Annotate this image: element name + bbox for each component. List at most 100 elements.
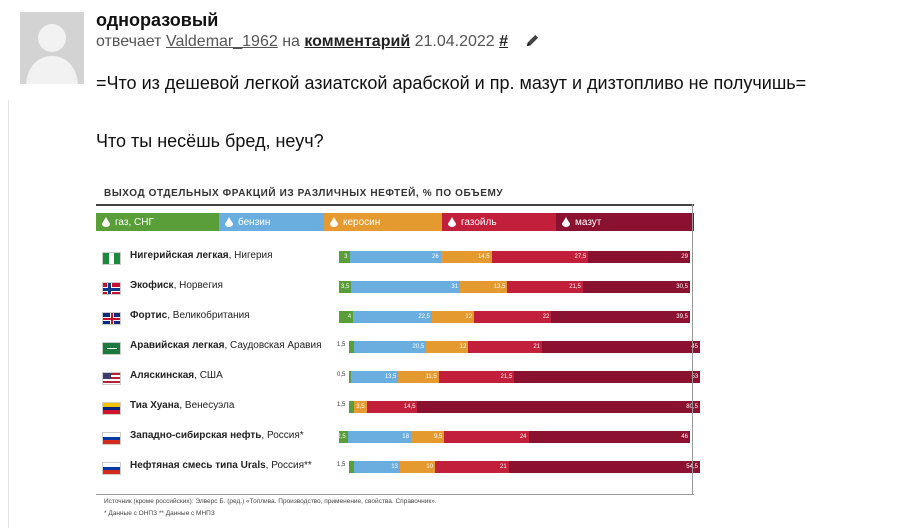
- bar-segment: 3,5: [339, 281, 352, 293]
- bar-segment: 31: [351, 281, 461, 293]
- crude-name: Нигерийская легкая: [130, 250, 229, 261]
- data-label: 1,5: [337, 342, 346, 348]
- droplet-icon: [330, 217, 338, 227]
- bar-segment: 3: [339, 251, 350, 263]
- legend-label: газ, СНГ: [115, 216, 154, 228]
- flag-saudi-icon: [102, 342, 121, 355]
- bar-segment: 21,5: [507, 281, 583, 293]
- chart-row: Аляскинская, США 13,5 11,5 21,5 53 0,5: [96, 368, 701, 398]
- legend-item: газойль: [442, 213, 556, 231]
- bar-segment: 30,5: [582, 281, 690, 293]
- bar-segment: 3,5: [354, 401, 367, 413]
- crude-country: , Россия*: [261, 430, 304, 441]
- bar-segment: 11,5: [398, 371, 439, 383]
- bar-segment: [349, 341, 355, 353]
- bar-segment: 24: [444, 431, 529, 443]
- bar-segment: 9,5: [410, 431, 445, 443]
- comment-link[interactable]: комментарий: [304, 33, 411, 50]
- row-label: Западно-сибирская нефть, Россия*: [130, 430, 304, 441]
- avatar[interactable]: [20, 12, 84, 84]
- chart-legend: газ, СНГ бензин керосин газойль мазут: [96, 213, 694, 231]
- bar-segment: 4: [339, 311, 354, 323]
- stacked-bar: 3,5 31 13,5 21,5 30,5: [339, 281, 690, 293]
- flag-venezuela-icon: [102, 402, 121, 415]
- flag-nigeria-icon: [102, 252, 121, 265]
- row-label: Экофиск, Норвегия: [130, 280, 223, 291]
- droplet-icon: [562, 217, 570, 227]
- crude-country: , Саудовская Аравия: [224, 340, 322, 351]
- stacked-bar: 2,5 18 9,5 24 46: [339, 431, 690, 443]
- bar-segment: 39,5: [551, 311, 690, 323]
- bar-segment: 46: [528, 431, 690, 443]
- crude-country: , США: [194, 370, 223, 381]
- bar-segment: 26: [349, 251, 441, 263]
- chart-footnote: * Данные с ОНПЗ ** Данные с МНПЗ: [104, 510, 215, 517]
- crude-country: , Норвегия: [173, 280, 223, 291]
- row-label: Аляскинская, США: [130, 370, 223, 381]
- bar-segment: 13,5: [351, 371, 399, 383]
- data-label: 0,5: [337, 372, 346, 378]
- bar-segment: 2,5: [339, 431, 348, 443]
- reply-text: Что ты несёшь бред, неуч?: [96, 131, 324, 151]
- bar-segment: 10: [399, 461, 435, 473]
- stacked-bar: 13,5 11,5 21,5 53: [349, 371, 701, 383]
- legend-item: керосин: [324, 213, 442, 231]
- crude-country: , Россия**: [265, 460, 312, 471]
- row-label: Аравийская легкая, Саудовская Аравия: [130, 340, 322, 351]
- crude-name: Аравийская легкая: [130, 340, 225, 351]
- stacked-bar: 3 26 14,5 27,5 29: [339, 251, 690, 263]
- crude-name: Западно-сибирская нефть: [130, 430, 262, 441]
- bar-segment: 14,5: [366, 401, 418, 413]
- crude-name: Экофиск: [130, 280, 174, 291]
- bar-segment: 13: [354, 461, 400, 473]
- chart-source: Источник (кроме российских): Элверс Б. (…: [104, 498, 437, 505]
- chart-row: Нигерийская легкая, Нигерия 3 26 14,5 27,5 29: [96, 248, 694, 278]
- chart-title-rule: [96, 204, 694, 206]
- crude-name: Фортис: [130, 310, 168, 321]
- bar-segment: [349, 371, 351, 383]
- stacked-bar: 3,514,580,5: [349, 401, 700, 413]
- permalink-hash[interactable]: #: [499, 33, 509, 50]
- bar-segment: 20,5: [354, 341, 427, 353]
- chart-row: Фортис, Великобритания 4 22,5 12 22 39,5: [96, 308, 694, 338]
- data-label: 1,5: [337, 462, 346, 468]
- droplet-icon: [448, 217, 456, 227]
- chart-row: Аравийская легкая, Саудовская Аравия 20,5…: [96, 338, 700, 368]
- legend-label: керосин: [343, 216, 381, 228]
- flag-uk-icon: [102, 312, 121, 325]
- row-label: Тиа Хуана, Венесуэла: [130, 400, 234, 411]
- row-label: Нигерийская легкая, Нигерия: [130, 250, 273, 261]
- bar-segment: 45: [542, 341, 700, 353]
- bar-segment: [349, 461, 355, 473]
- stacked-bar: 4 22,5 12 22 39,5: [339, 311, 690, 323]
- on-word: на: [282, 33, 300, 50]
- replies-prefix: отвечает: [96, 33, 162, 50]
- flag-usa-icon: [102, 372, 121, 385]
- crude-country: , Нигерия: [228, 250, 273, 261]
- chart-row: Экофиск, Норвегия 3,5 31 13,5 21,5 30,5: [96, 278, 694, 308]
- crude-country: , Великобритания: [167, 310, 250, 321]
- droplet-icon: [225, 217, 233, 227]
- bar-segment: 13,5: [460, 281, 508, 293]
- chart-rows: Нигерийская легкая, Нигерия 3 26 14,5 27,5 29…: [96, 248, 701, 488]
- legend-label: газойль: [461, 216, 497, 228]
- bar-segment: 29: [588, 251, 690, 263]
- chart-right-rule: [692, 204, 693, 494]
- reply-to-user-link[interactable]: Valdemar_1962: [165, 33, 278, 50]
- comment-author[interactable]: одноразовый: [96, 10, 219, 30]
- stacked-bar: 13102154,5: [349, 461, 700, 473]
- flag-russia-icon: [102, 462, 121, 475]
- bar-segment: 53: [514, 371, 701, 383]
- bar-segment: 27,5: [491, 251, 589, 263]
- bar-segment: 18: [347, 431, 411, 443]
- bar-segment: 21,5: [438, 371, 515, 383]
- comment-date: 21.04.2022: [414, 33, 495, 50]
- chart-row: Нефтяная смесь типа Urals, Россия** 13 10 2…: [96, 458, 700, 488]
- chart-bottom-rule: [96, 494, 694, 495]
- crude-name: Аляскинская: [130, 370, 195, 381]
- thread-indent-line: [8, 100, 9, 528]
- pencil-icon[interactable]: [525, 33, 540, 53]
- bar-segment: [349, 401, 355, 413]
- legend-item: мазут: [556, 213, 694, 231]
